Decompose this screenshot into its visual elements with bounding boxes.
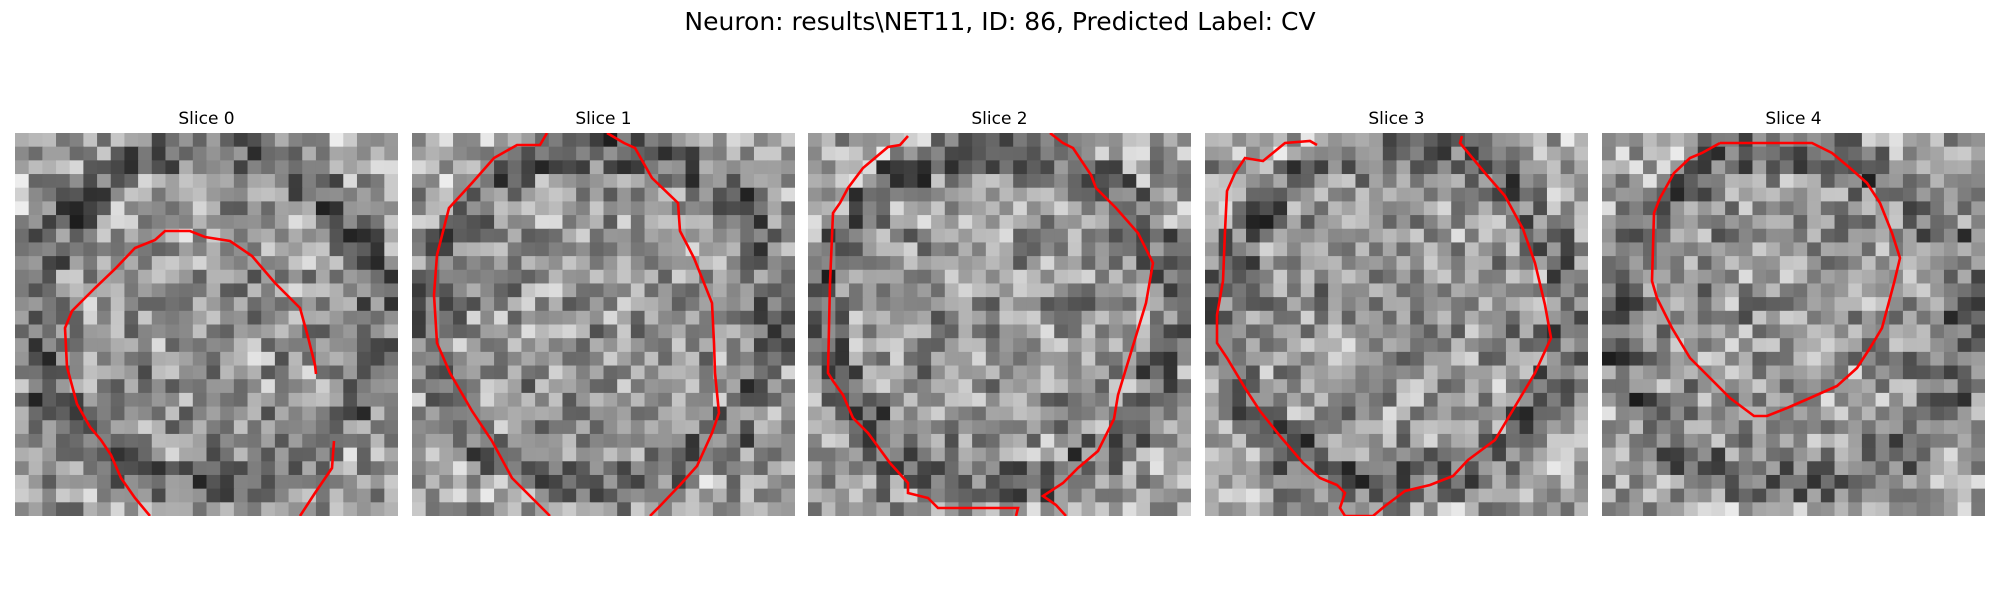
neuron-contour-2 xyxy=(826,135,1020,516)
slice-title-0: Slice 0 xyxy=(178,109,235,129)
slice-title-1: Slice 1 xyxy=(575,109,632,129)
neuron-contour-0b xyxy=(298,440,336,516)
figure-title: Neuron: results\NET11, ID: 86, Predicted… xyxy=(684,7,1316,36)
slice-title-3: Slice 3 xyxy=(1368,109,1425,129)
slice-panel-0: Slice 0 xyxy=(15,108,398,516)
microscopy-pixels-1 xyxy=(412,133,795,516)
slice-image-4 xyxy=(1602,133,1985,516)
microscopy-pixels-4 xyxy=(1602,133,1985,516)
neuron-contour-2b xyxy=(1040,133,1155,516)
microscopy-pixels-3 xyxy=(1205,133,1588,516)
neuron-contour-1 xyxy=(432,133,551,516)
microscopy-pixels-0 xyxy=(15,133,398,516)
neuron-contour-4 xyxy=(1650,141,1902,418)
microscopy-pixels-2 xyxy=(808,133,1191,516)
slice-panel-1: Slice 1 xyxy=(412,108,795,516)
slice-image-0 xyxy=(15,133,398,516)
slice-panel-4: Slice 4 xyxy=(1602,108,1985,516)
slice-title-4: Slice 4 xyxy=(1765,109,1822,129)
slice-image-1 xyxy=(412,133,795,516)
slice-panel-3: Slice 3 xyxy=(1205,108,1588,516)
slice-title-2: Slice 2 xyxy=(971,109,1028,129)
slice-image-2 xyxy=(808,133,1191,516)
neuron-contour-1b xyxy=(606,133,721,516)
neuron-contour-3 xyxy=(1215,135,1553,516)
slice-panel-2: Slice 2 xyxy=(808,108,1191,516)
slice-image-3 xyxy=(1205,133,1588,516)
neuron-contour-0 xyxy=(63,229,318,516)
